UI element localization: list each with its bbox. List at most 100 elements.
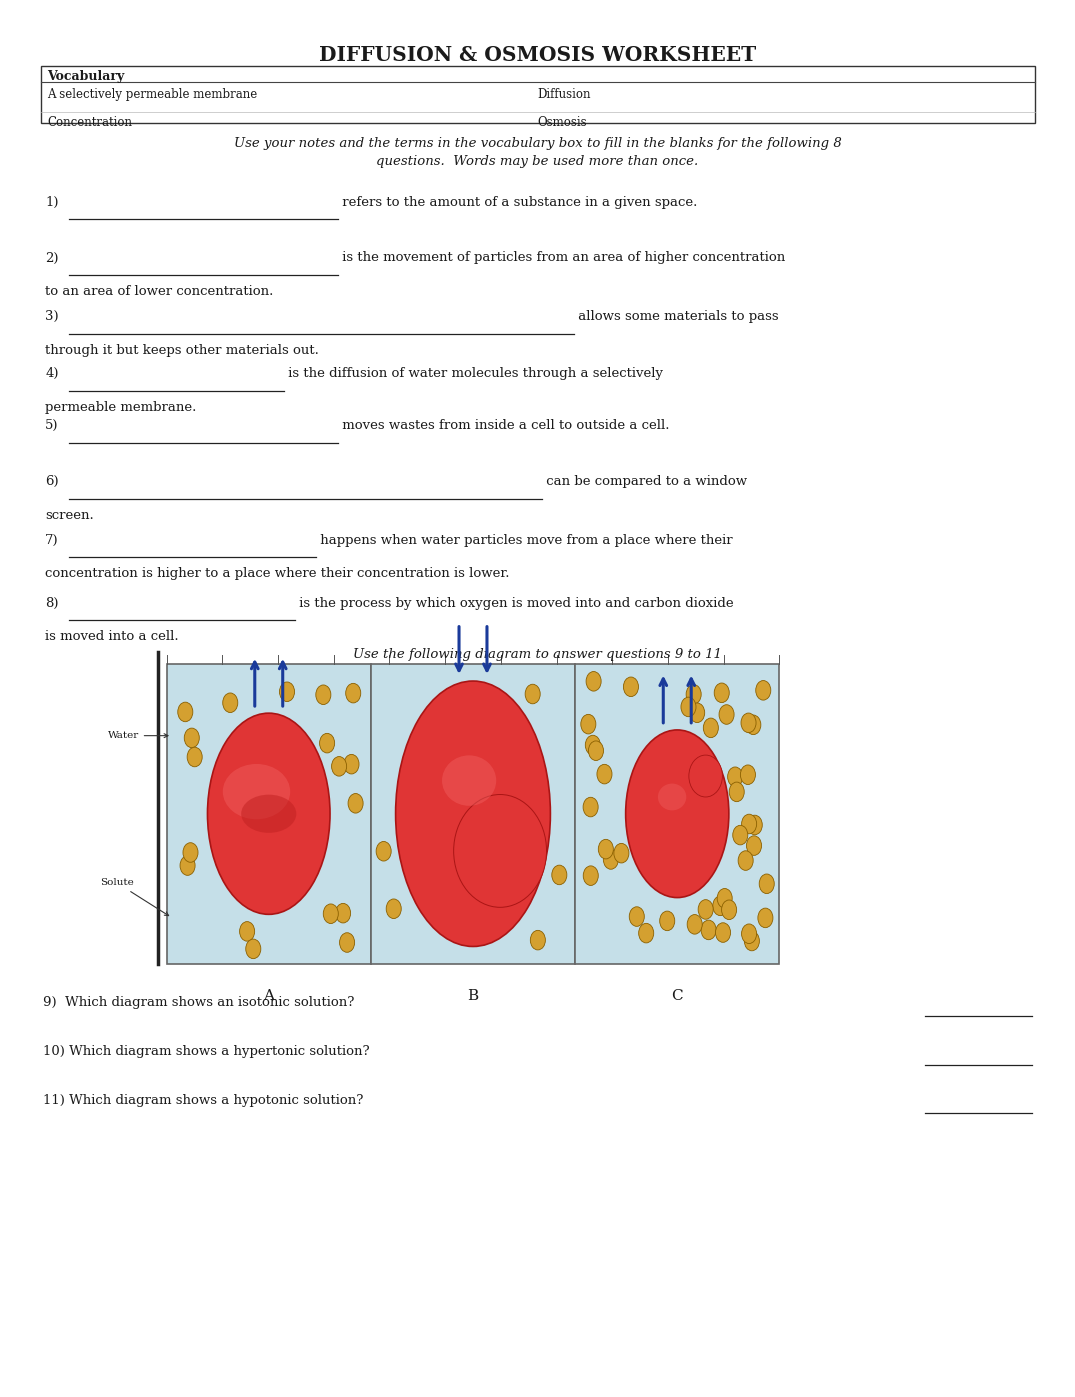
Circle shape: [690, 703, 705, 722]
Circle shape: [583, 798, 598, 817]
Circle shape: [183, 842, 198, 862]
Circle shape: [580, 714, 596, 733]
Circle shape: [335, 904, 350, 923]
Text: permeable membrane.: permeable membrane.: [45, 401, 197, 414]
Circle shape: [324, 904, 339, 923]
Circle shape: [585, 735, 600, 754]
Circle shape: [319, 733, 334, 753]
Text: 5): 5): [45, 419, 59, 432]
Text: can be compared to a window: can be compared to a window: [542, 475, 747, 488]
Text: Vocabulary: Vocabulary: [47, 70, 125, 82]
Circle shape: [584, 866, 599, 886]
Text: 1): 1): [45, 196, 59, 208]
Text: is the movement of particles from an area of higher concentration: is the movement of particles from an are…: [338, 251, 785, 264]
Circle shape: [756, 680, 771, 700]
Circle shape: [376, 841, 391, 861]
Circle shape: [721, 900, 736, 919]
Circle shape: [586, 672, 601, 692]
Circle shape: [713, 895, 728, 915]
Circle shape: [739, 851, 754, 870]
Circle shape: [716, 923, 731, 943]
Text: through it but keeps other materials out.: through it but keeps other materials out…: [45, 344, 319, 356]
Text: 10) Which diagram shows a hypertonic solution?: 10) Which diagram shows a hypertonic sol…: [43, 1045, 370, 1058]
Circle shape: [698, 900, 713, 919]
Circle shape: [639, 923, 654, 943]
Circle shape: [733, 826, 748, 845]
Circle shape: [759, 875, 774, 894]
Ellipse shape: [396, 680, 550, 947]
Circle shape: [746, 835, 761, 855]
Bar: [167, 664, 371, 964]
Text: refers to the amount of a substance in a given space.: refers to the amount of a substance in a…: [338, 196, 697, 208]
Text: A: A: [263, 989, 274, 1003]
Text: is the process by which oxygen is moved into and carbon dioxide: is the process by which oxygen is moved …: [295, 597, 733, 609]
Circle shape: [316, 685, 331, 704]
Circle shape: [629, 907, 644, 926]
Text: A selectively permeable membrane: A selectively permeable membrane: [47, 88, 258, 101]
Text: Diffusion: Diffusion: [538, 88, 591, 101]
Text: Osmosis: Osmosis: [538, 116, 587, 129]
Circle shape: [742, 923, 757, 943]
Text: 2): 2): [45, 251, 59, 264]
Circle shape: [588, 740, 603, 760]
Ellipse shape: [626, 731, 729, 898]
Bar: [371, 664, 575, 964]
Bar: [41, 66, 1035, 123]
Circle shape: [180, 856, 195, 876]
Circle shape: [703, 718, 718, 738]
Text: 11) Which diagram shows a hypotonic solution?: 11) Which diagram shows a hypotonic solu…: [43, 1094, 363, 1106]
Circle shape: [331, 757, 346, 777]
Circle shape: [177, 703, 192, 722]
Text: allows some materials to pass: allows some materials to pass: [574, 310, 778, 323]
Text: concentration is higher to a place where their concentration is lower.: concentration is higher to a place where…: [45, 567, 510, 580]
Text: 8): 8): [45, 597, 59, 609]
Circle shape: [758, 908, 773, 928]
Circle shape: [741, 766, 756, 785]
Circle shape: [551, 865, 567, 884]
Circle shape: [714, 683, 729, 703]
Ellipse shape: [442, 756, 497, 806]
Circle shape: [348, 793, 363, 813]
Text: C: C: [672, 989, 683, 1003]
Circle shape: [246, 939, 261, 958]
Text: 9)  Which diagram shows an isotonic solution?: 9) Which diagram shows an isotonic solut…: [43, 996, 355, 1009]
Text: Water: Water: [108, 731, 168, 740]
Circle shape: [603, 849, 618, 869]
Text: B: B: [468, 989, 478, 1003]
Text: is the diffusion of water molecules through a selectively: is the diffusion of water molecules thro…: [284, 367, 663, 380]
Circle shape: [344, 754, 359, 774]
Text: screen.: screen.: [45, 509, 94, 521]
Circle shape: [599, 840, 614, 859]
Circle shape: [687, 915, 702, 935]
Text: 6): 6): [45, 475, 59, 488]
Circle shape: [614, 844, 629, 863]
Circle shape: [717, 888, 732, 908]
Circle shape: [386, 898, 401, 918]
Circle shape: [728, 767, 743, 787]
Circle shape: [340, 933, 355, 953]
Circle shape: [744, 932, 759, 951]
Circle shape: [187, 747, 202, 767]
Circle shape: [742, 814, 757, 834]
Text: to an area of lower concentration.: to an area of lower concentration.: [45, 285, 273, 298]
Ellipse shape: [658, 784, 686, 810]
Circle shape: [624, 678, 639, 697]
Text: 7): 7): [45, 534, 59, 546]
Text: moves wastes from inside a cell to outside a cell.: moves wastes from inside a cell to outsi…: [338, 419, 669, 432]
Circle shape: [526, 685, 541, 704]
Ellipse shape: [223, 764, 290, 819]
Circle shape: [680, 697, 696, 717]
Circle shape: [184, 728, 199, 747]
Bar: [575, 664, 779, 964]
Circle shape: [746, 715, 761, 735]
Circle shape: [686, 685, 701, 704]
Circle shape: [741, 712, 756, 732]
Text: Use your notes and the terms in the vocabulary box to fill in the blanks for the: Use your notes and the terms in the voca…: [233, 137, 842, 169]
Circle shape: [223, 693, 238, 712]
Circle shape: [729, 782, 744, 802]
Circle shape: [747, 816, 762, 835]
Text: DIFFUSION & OSMOSIS WORKSHEET: DIFFUSION & OSMOSIS WORKSHEET: [319, 45, 756, 64]
Text: Concentration: Concentration: [47, 116, 132, 129]
Circle shape: [719, 704, 734, 724]
Text: 3): 3): [45, 310, 59, 323]
